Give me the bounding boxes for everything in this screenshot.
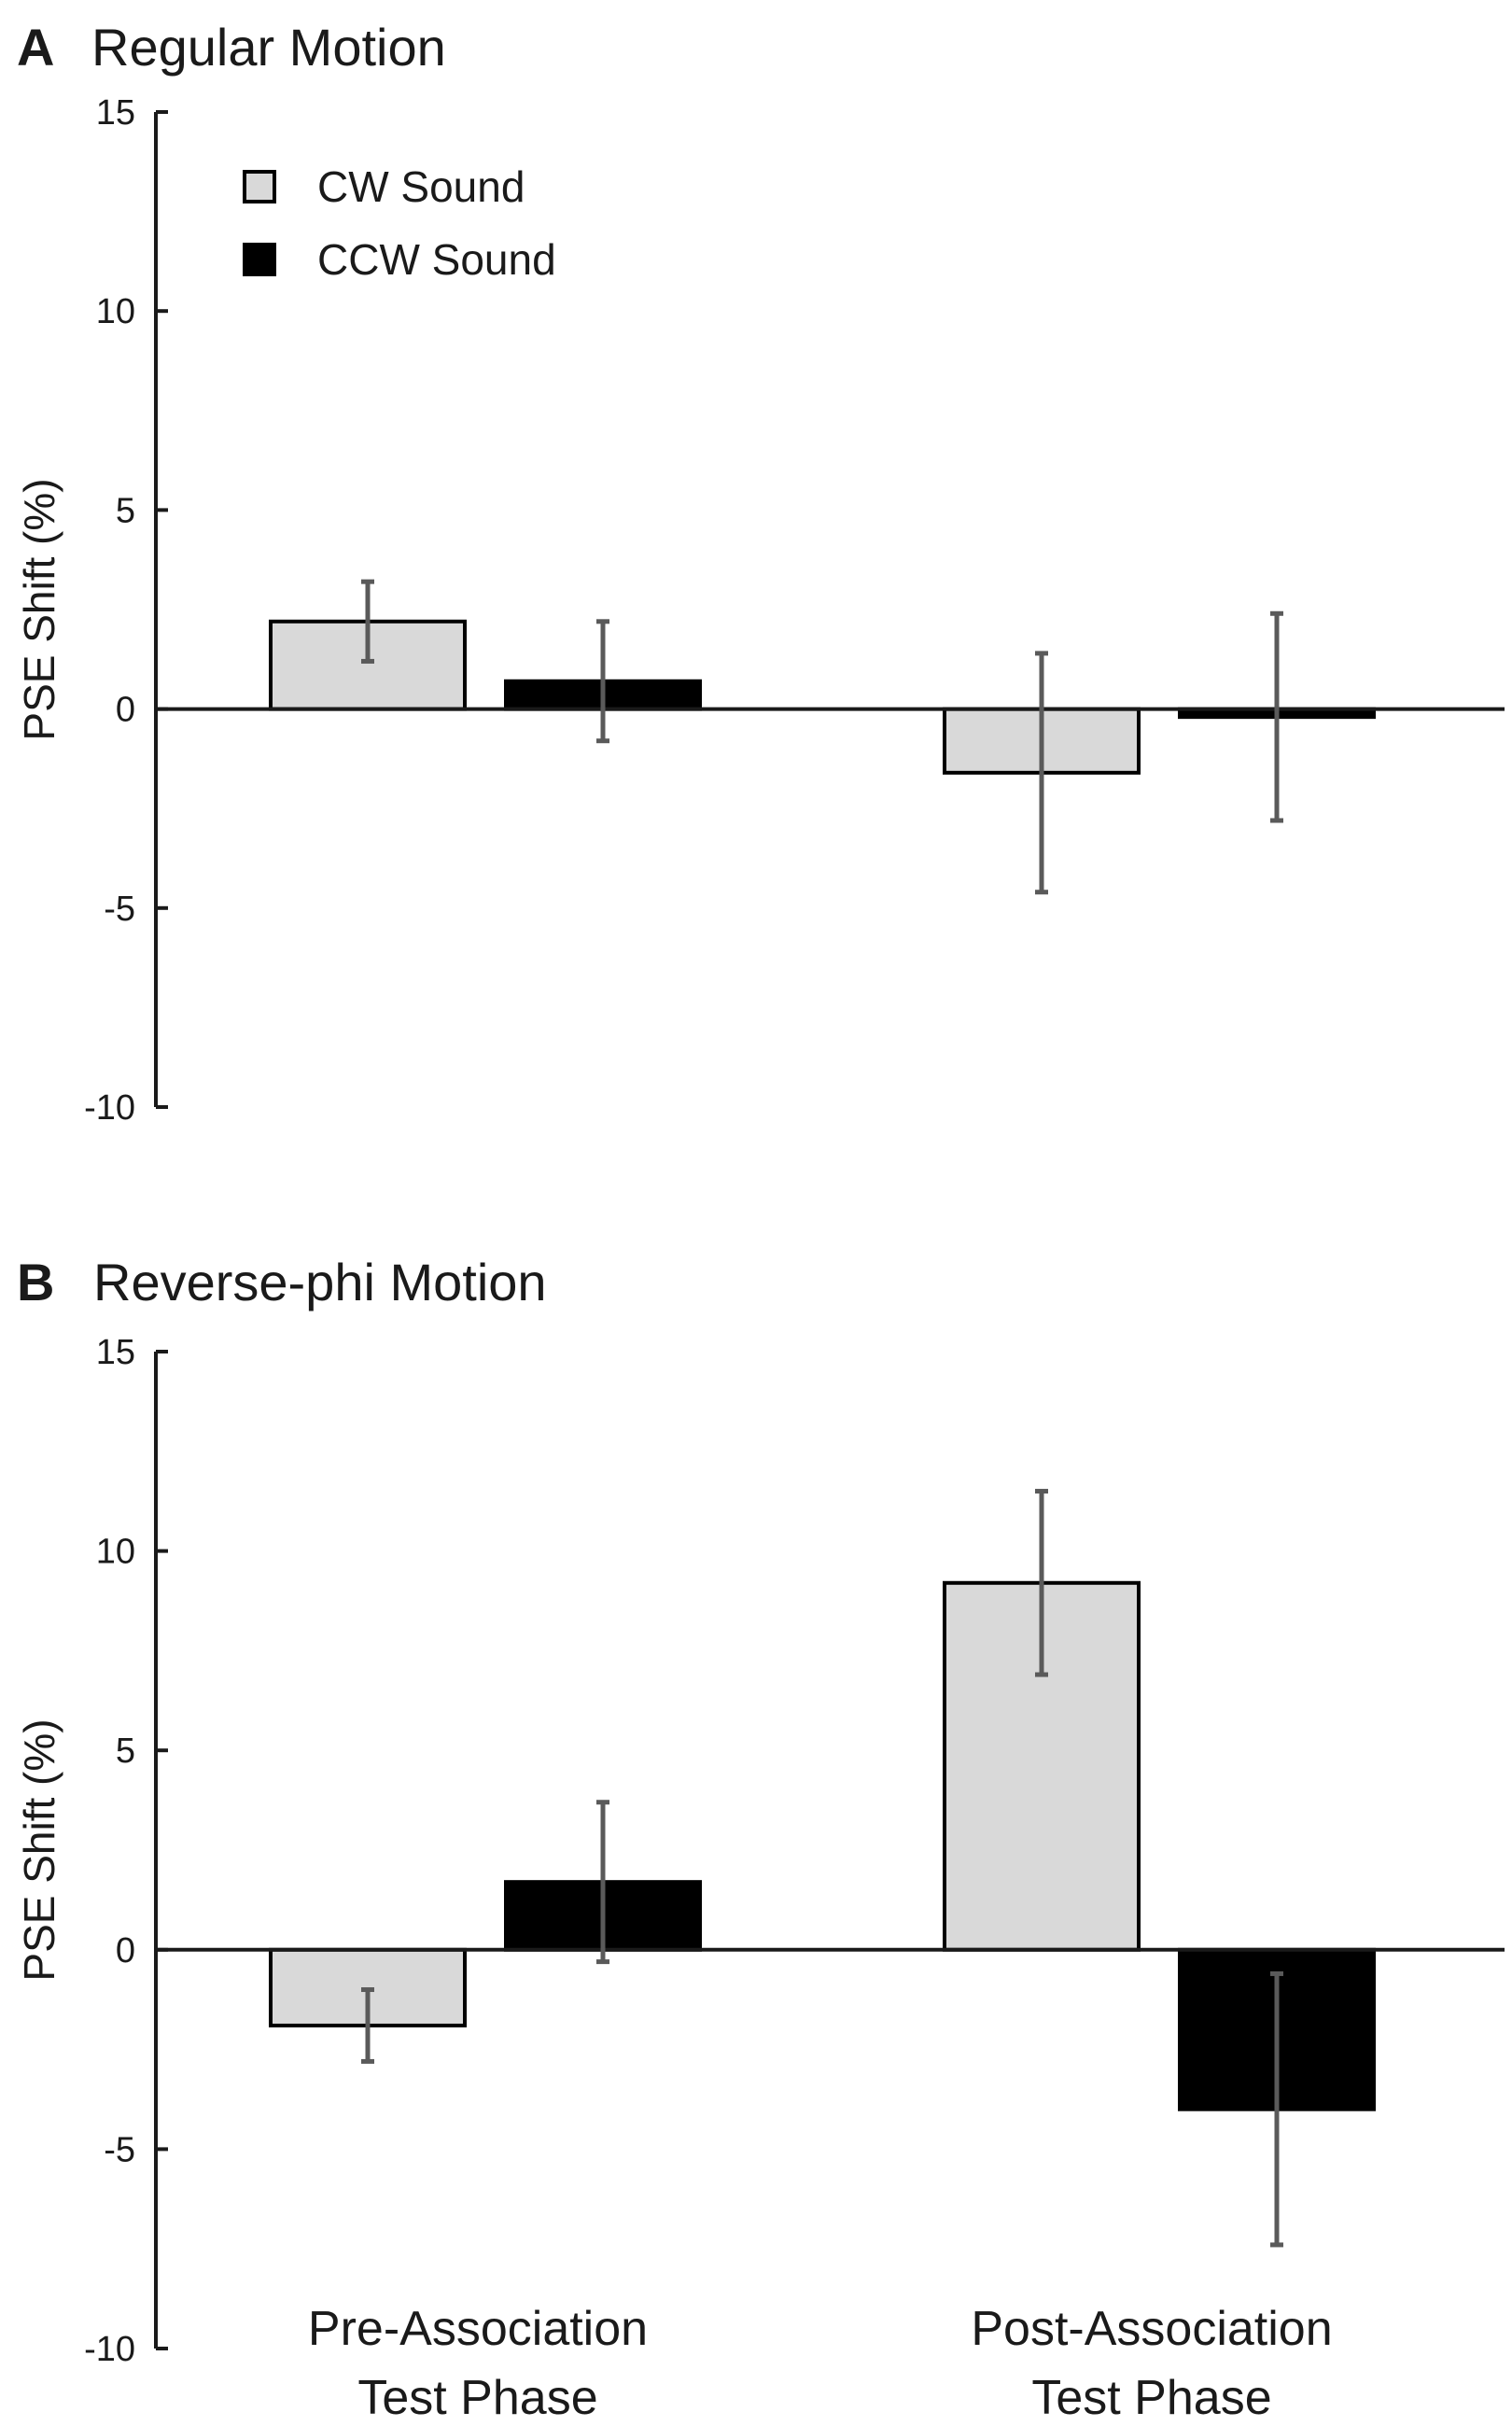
panel-b-title: Reverse-phi Motion [93,1253,547,1311]
panel-a-legend-swatch [243,170,276,203]
panel-b-letter: B [17,1253,54,1311]
panel-a-y-tick-label: 10 [96,292,135,331]
panel-b-category-label: Post-Association Test Phase [971,2302,1332,2425]
panel-a-title: Regular Motion [91,18,446,77]
panel-b-category-label: Pre-Association Test Phase [308,2302,648,2425]
panel-a-legend-label: CW Sound [317,162,525,211]
panel-b-y-tick-label: 5 [116,1732,135,1771]
panel-b-y-axis-title: PSE Shift (%) [15,1718,63,1981]
panel-b-category-label-line: Post-Association [971,2302,1332,2356]
panel-a-letter: A [17,18,54,77]
panel-a-y-tick-label: 5 [116,491,135,530]
panel-b-y-tick-label: -5 [104,2130,135,2169]
panel-a-y-tick-label: -5 [104,890,135,929]
panel-b-y-tick-label: 15 [96,1333,135,1372]
panel-b-y-tick-label: 10 [96,1533,135,1572]
panel-b-category-label-line: Test Phase [357,2371,597,2425]
panel-a-legend-swatch [243,243,276,276]
panel-b-y-tick-label: 0 [116,1931,135,1970]
panel-b-category-label-line: Pre-Association [308,2302,648,2356]
panel-a-y-tick-label: -10 [84,1088,135,1128]
panel-b-category-label-line: Test Phase [1031,2371,1271,2425]
panel-b: B Reverse-phi Motion -10 -5 0 5 10 15 PSE Shif… [15,1253,1505,2425]
panel-a-legend-label: CCW Sound [317,235,556,284]
panel-b-y-tick-label: -10 [84,2330,135,2369]
panel-a: A Regular Motion -10 -5 0 5 10 15 PSE Shift (%… [15,18,1505,1128]
panel-a-y-tick-label: 15 [96,93,135,133]
panel-a-y-tick-label: 0 [116,691,135,730]
panel-a-y-axis-title: PSE Shift (%) [15,478,63,740]
